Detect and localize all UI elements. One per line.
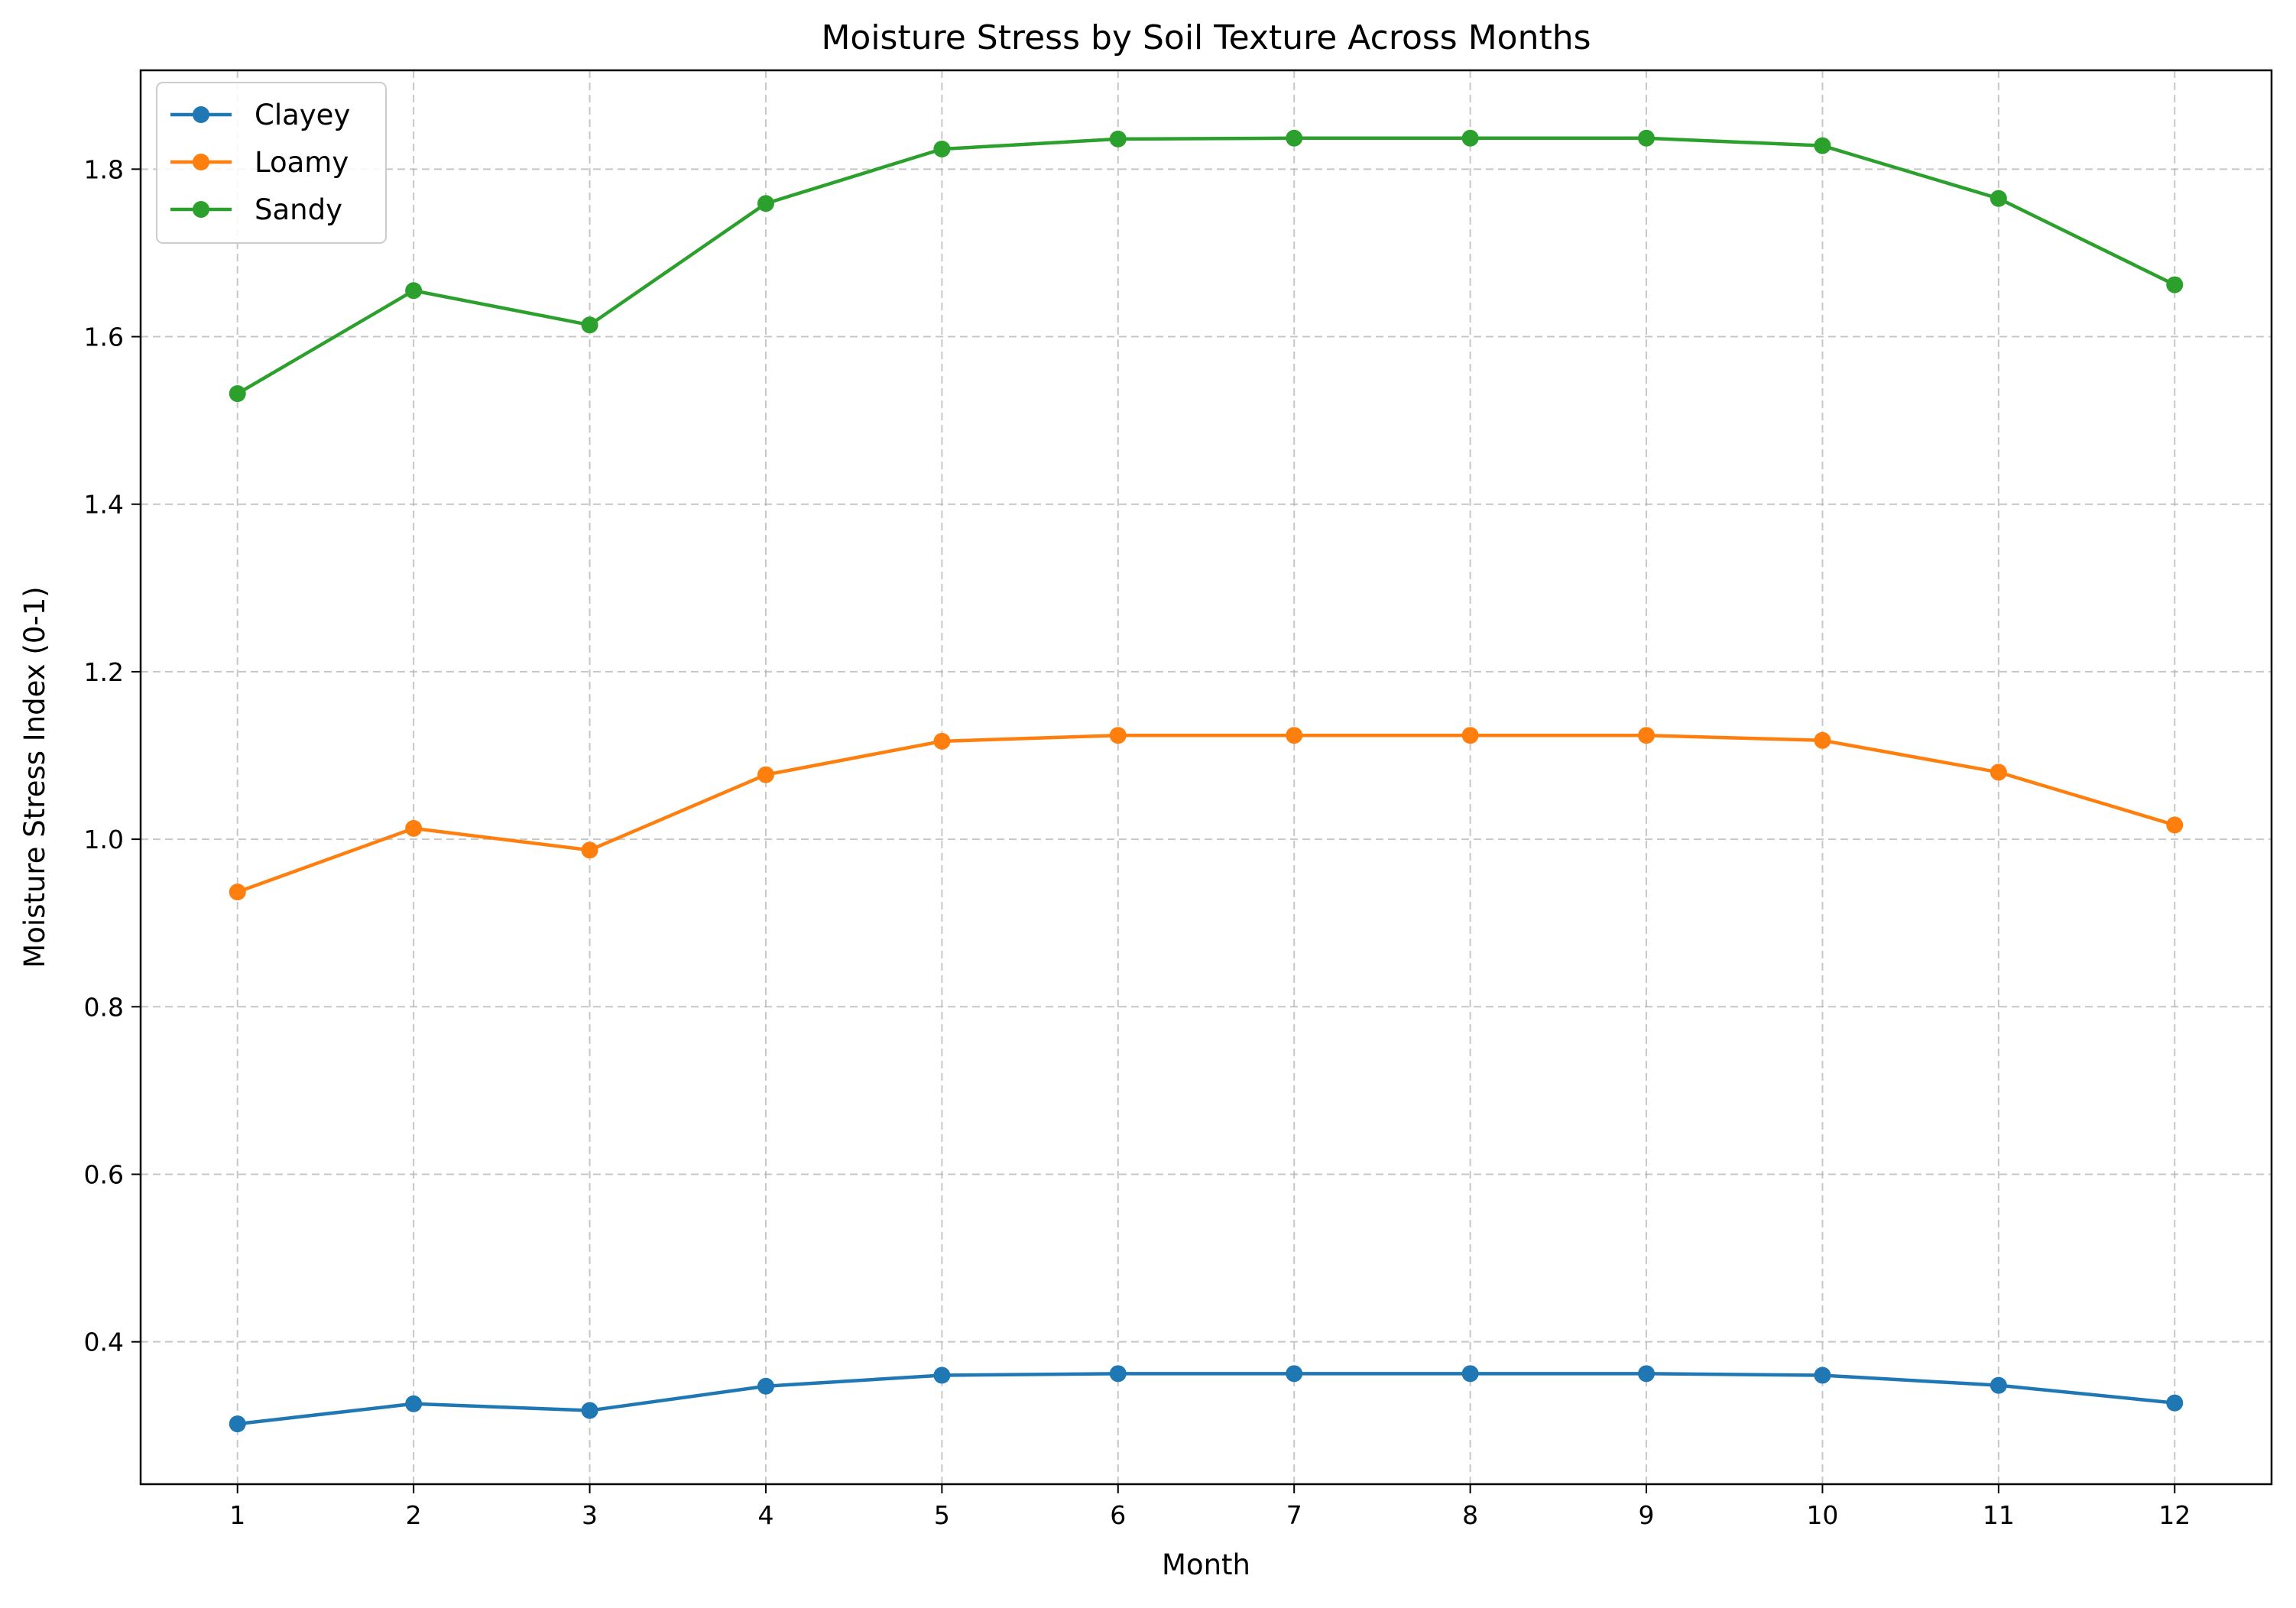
x-tick-label: 10 [1806,1500,1838,1530]
data-point-clayey [1461,1365,1479,1383]
legend-marker-sandy [193,201,209,218]
x-tick-label: 3 [582,1500,598,1530]
data-point-clayey [1990,1376,2007,1394]
x-tick-label: 6 [1110,1500,1126,1530]
data-point-loamy [1990,763,2007,781]
data-point-clayey [1638,1365,1656,1383]
data-point-loamy [1109,727,1127,744]
data-point-sandy [1990,190,2007,207]
data-point-clayey [933,1366,951,1384]
legend-box [156,82,387,244]
data-point-clayey [1109,1365,1127,1383]
data-point-clayey [2166,1394,2184,1412]
x-tick-label: 4 [757,1500,773,1530]
data-point-sandy [1638,129,1656,147]
data-point-clayey [1286,1365,1303,1383]
x-axis-label: Month [1162,1548,1250,1581]
y-tick-label: 0.6 [84,1159,124,1189]
data-point-sandy [405,282,423,300]
data-point-loamy [581,841,598,859]
series-sandy [229,129,2184,403]
data-point-sandy [757,195,774,212]
legend-item-clayey: Clayey [170,99,350,131]
data-point-sandy [229,385,246,403]
data-point-clayey [757,1377,774,1395]
data-point-clayey [229,1415,246,1433]
data-point-sandy [1814,137,1831,154]
x-tick-label: 9 [1639,1500,1655,1530]
series-line-loamy [235,733,2177,894]
data-point-clayey [405,1395,423,1412]
series-layer [229,129,2184,1433]
legend: Clayey Loamy Sandy [156,82,387,244]
data-point-loamy [1814,731,1831,749]
plot-frame [139,69,2273,1486]
data-point-sandy [581,316,598,334]
x-tick-label: 2 [406,1500,422,1530]
x-tick-label: 12 [2158,1500,2191,1530]
x-tick-label: 5 [934,1500,950,1530]
data-point-sandy [1286,129,1303,147]
y-axis-label: Moisture Stress Index (0-1) [18,586,51,968]
x-tick-label: 11 [1983,1500,2015,1530]
axis-ticks: 1 2 3 4 5 6 7 8 9 10 11 120.40.60.81.01.21.41.61.8 [84,154,2191,1530]
data-point-loamy [1286,727,1303,744]
legend-marker-clayey [193,106,209,123]
data-point-loamy [1461,727,1479,744]
chart-title: Moisture Stress by Soil Texture Across M… [821,18,1591,57]
data-point-sandy [1109,130,1127,148]
data-point-loamy [405,819,423,837]
legend-label-loamy: Loamy [255,146,349,179]
x-tick-label: 8 [1462,1500,1478,1530]
series-line-sandy [235,136,2177,396]
legend-marker-loamy [193,154,209,170]
series-line-clayey [235,1372,2177,1426]
data-point-loamy [1638,727,1656,744]
series-loamy [229,727,2184,901]
data-point-clayey [1814,1366,1831,1384]
data-point-sandy [933,141,951,158]
grid [141,70,2272,1484]
y-tick-label: 0.4 [84,1328,124,1357]
data-point-loamy [933,732,951,750]
y-tick-label: 0.8 [84,992,124,1022]
series-clayey [229,1365,2184,1433]
legend-item-sandy: Sandy [170,193,342,226]
data-point-sandy [2166,276,2184,293]
data-point-loamy [229,883,246,901]
y-tick-label: 1.0 [84,825,124,854]
data-point-loamy [2166,816,2184,834]
data-point-sandy [1461,129,1479,147]
legend-label-sandy: Sandy [255,193,342,226]
y-tick-label: 1.6 [84,323,124,352]
legend-label-clayey: Clayey [255,99,350,131]
y-tick-label: 1.4 [84,490,124,520]
data-point-loamy [757,766,774,783]
x-tick-label: 1 [229,1500,245,1530]
x-tick-label: 7 [1286,1500,1302,1530]
y-tick-label: 1.8 [84,154,124,184]
data-point-clayey [581,1402,598,1419]
legend-item-loamy: Loamy [170,146,349,179]
y-tick-label: 1.2 [84,657,124,687]
